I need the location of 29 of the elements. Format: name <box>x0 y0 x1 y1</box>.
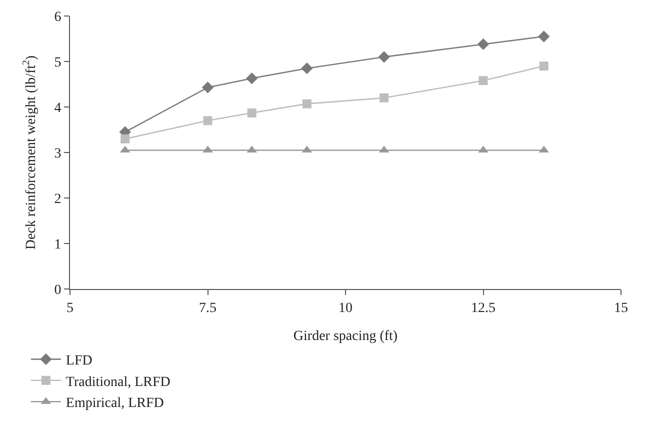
y-tick-label: 4 <box>54 100 62 116</box>
x-tick-label: 7.5 <box>199 300 216 316</box>
point <box>246 72 258 84</box>
legend-label: Empirical, LRFD <box>66 396 164 412</box>
y-tick-label: 1 <box>54 237 62 252</box>
point <box>247 108 256 118</box>
point <box>301 62 313 74</box>
x-tick-label: 15 <box>614 300 628 316</box>
y-tick-label: 5 <box>54 55 62 70</box>
y-tick-label: 6 <box>54 10 62 25</box>
point <box>378 51 390 63</box>
point <box>477 38 490 50</box>
x-tick-label: 12.5 <box>471 300 496 316</box>
legend-label: LFD <box>66 354 92 369</box>
legend-label: Traditional, LRFD <box>66 374 170 390</box>
x-axis-title: Girder spacing (ft) <box>293 329 398 344</box>
point <box>539 62 548 71</box>
point <box>203 116 212 126</box>
point <box>380 93 389 102</box>
point <box>202 82 214 94</box>
y-tick-label: 0 <box>54 282 62 298</box>
point <box>478 76 488 86</box>
x-tick-label: 10 <box>338 300 352 316</box>
point <box>302 99 312 108</box>
y-tick-label: 2 <box>54 192 62 207</box>
x-tick-label: 5 <box>66 300 74 316</box>
point <box>120 134 130 144</box>
point <box>538 30 550 42</box>
y-tick-label: 3 <box>54 146 62 162</box>
